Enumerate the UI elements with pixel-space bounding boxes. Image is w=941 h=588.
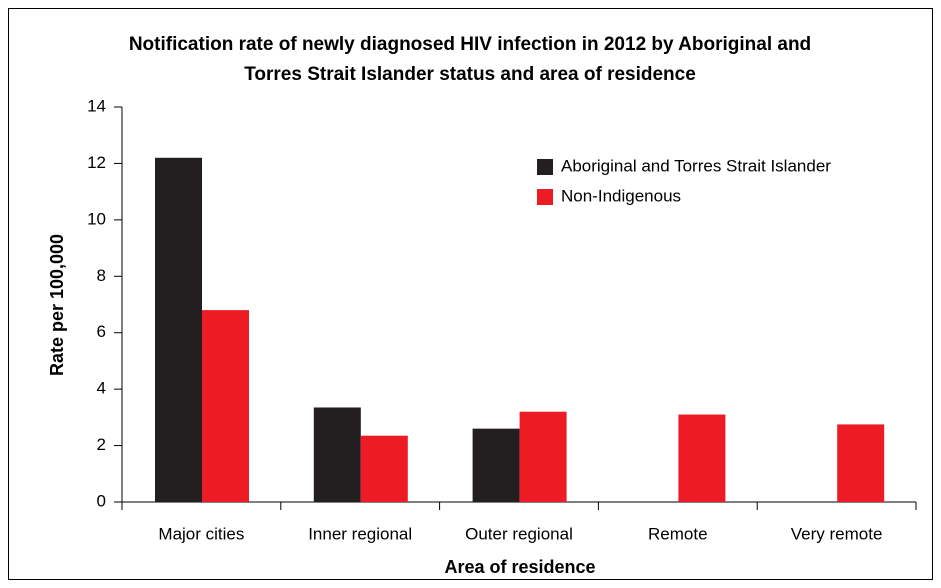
bar <box>202 310 249 502</box>
bar <box>472 428 520 502</box>
chart-title: Torres Strait Islander status and area o… <box>244 64 696 85</box>
y-tick-label: 4 <box>97 379 106 398</box>
x-tick-label: Inner regional <box>308 524 412 543</box>
chart-title: Notification rate of newly diagnosed HIV… <box>129 34 811 55</box>
legend-label: Aboriginal and Torres Strait Islander <box>561 156 831 175</box>
bar <box>519 411 567 502</box>
x-tick-label: Outer regional <box>465 524 573 543</box>
x-tick-label: Very remote <box>791 524 883 543</box>
x-axis-label: Area of residence <box>444 557 595 577</box>
x-tick-label: Major cities <box>158 524 244 543</box>
bar <box>678 414 726 502</box>
y-tick-label: 8 <box>97 266 106 285</box>
y-axis-label: Rate per 100,000 <box>47 234 67 376</box>
bar <box>360 435 408 502</box>
legend-swatch <box>537 159 553 175</box>
legend-label: Non-Indigenous <box>561 186 681 205</box>
x-tick-label: Remote <box>648 524 708 543</box>
chart-frame <box>8 8 933 580</box>
bar <box>313 407 361 502</box>
y-tick-label: 6 <box>97 322 106 341</box>
y-tick-label: 12 <box>87 153 106 172</box>
y-tick-label: 10 <box>87 209 106 228</box>
y-tick-label: 14 <box>87 96 106 115</box>
y-tick-label: 2 <box>97 435 106 454</box>
legend-swatch <box>537 189 553 205</box>
y-tick-label: 0 <box>97 491 106 510</box>
bar <box>837 424 885 502</box>
bar <box>155 157 202 503</box>
